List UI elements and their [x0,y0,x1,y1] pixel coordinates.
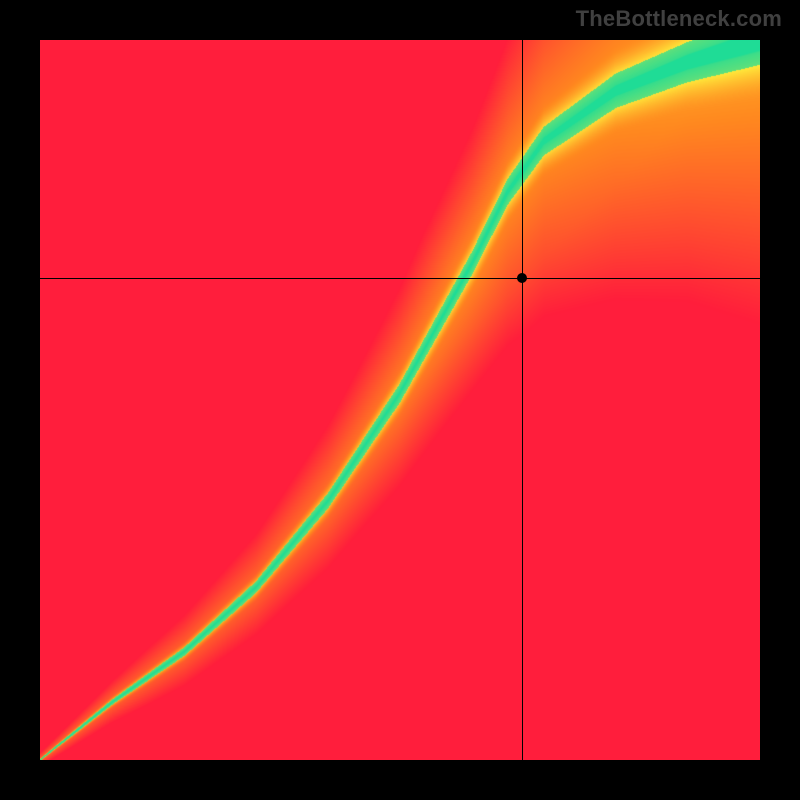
watermark-text: TheBottleneck.com [576,6,782,32]
heatmap-canvas [40,40,760,760]
crosshair-marker-dot [517,273,527,283]
crosshair-vertical [522,40,523,760]
crosshair-horizontal [40,278,760,279]
heatmap-plot [40,40,760,760]
